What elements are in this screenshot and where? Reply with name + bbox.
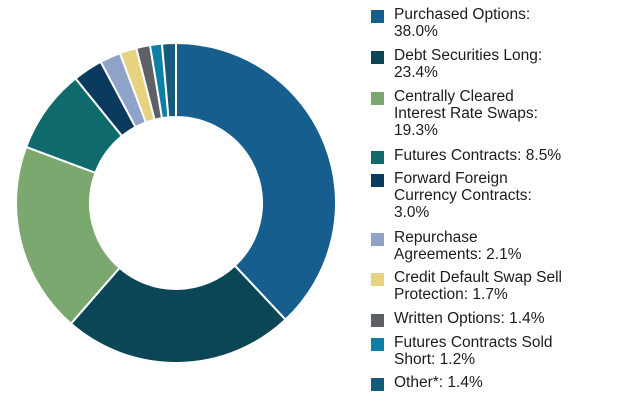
legend-item-repurchase-agreements: Repurchase Agreements: 2.1%	[371, 229, 522, 263]
donut-chart	[15, 41, 337, 364]
donut-slice-1	[175, 41, 337, 322]
legend-label: Debt Securities Long: 23.4%	[394, 47, 543, 81]
legend-label: Purchased Options: 38.0%	[394, 6, 531, 40]
legend-swatch	[371, 233, 384, 246]
legend-item-centrally-cleared-swaps: Centrally Cleared Interest Rate Swaps: 1…	[371, 88, 538, 139]
legend-swatch	[371, 378, 384, 391]
legend-label: Centrally Cleared Interest Rate Swaps: 1…	[394, 88, 538, 139]
legend-swatch	[371, 51, 384, 64]
legend-label: Credit Default Swap Sell Protection: 1.7…	[394, 269, 562, 303]
legend-swatch	[371, 273, 384, 286]
legend-label: Other*: 1.4%	[394, 374, 483, 391]
legend-swatch	[371, 151, 384, 164]
legend-item-debt-securities-long: Debt Securities Long: 23.4%	[371, 47, 542, 81]
legend-label: Written Options: 1.4%	[394, 310, 545, 327]
donut-slice-2	[69, 264, 287, 364]
legend-item-futures-sold-short: Futures Contracts Sold Short: 1.2%	[371, 334, 553, 368]
legend-item-futures-contracts: Futures Contracts: 8.5%	[371, 147, 561, 164]
legend-item-other: Other*: 1.4%	[371, 374, 483, 391]
legend-item-credit-default-swap: Credit Default Swap Sell Protection: 1.7…	[371, 269, 562, 303]
legend-swatch	[371, 174, 384, 187]
legend-label: Futures Contracts Sold Short: 1.2%	[394, 334, 553, 368]
legend-swatch	[371, 338, 384, 351]
legend-item-written-options: Written Options: 1.4%	[371, 310, 544, 327]
donut-slice-10	[160, 41, 177, 119]
legend-item-purchased-options: Purchased Options: 38.0%	[371, 6, 530, 40]
legend-swatch	[371, 92, 384, 105]
legend-item-forward-foreign-currency: Forward Foreign Currency Contracts: 3.0%	[371, 170, 532, 221]
legend-label: Forward Foreign Currency Contracts: 3.0%	[394, 170, 532, 221]
legend-label: Repurchase Agreements: 2.1%	[394, 229, 522, 263]
legend-swatch	[371, 314, 384, 327]
donut-slice-3	[15, 145, 121, 326]
legend-label: Futures Contracts: 8.5%	[394, 147, 562, 164]
legend-swatch	[371, 10, 384, 23]
